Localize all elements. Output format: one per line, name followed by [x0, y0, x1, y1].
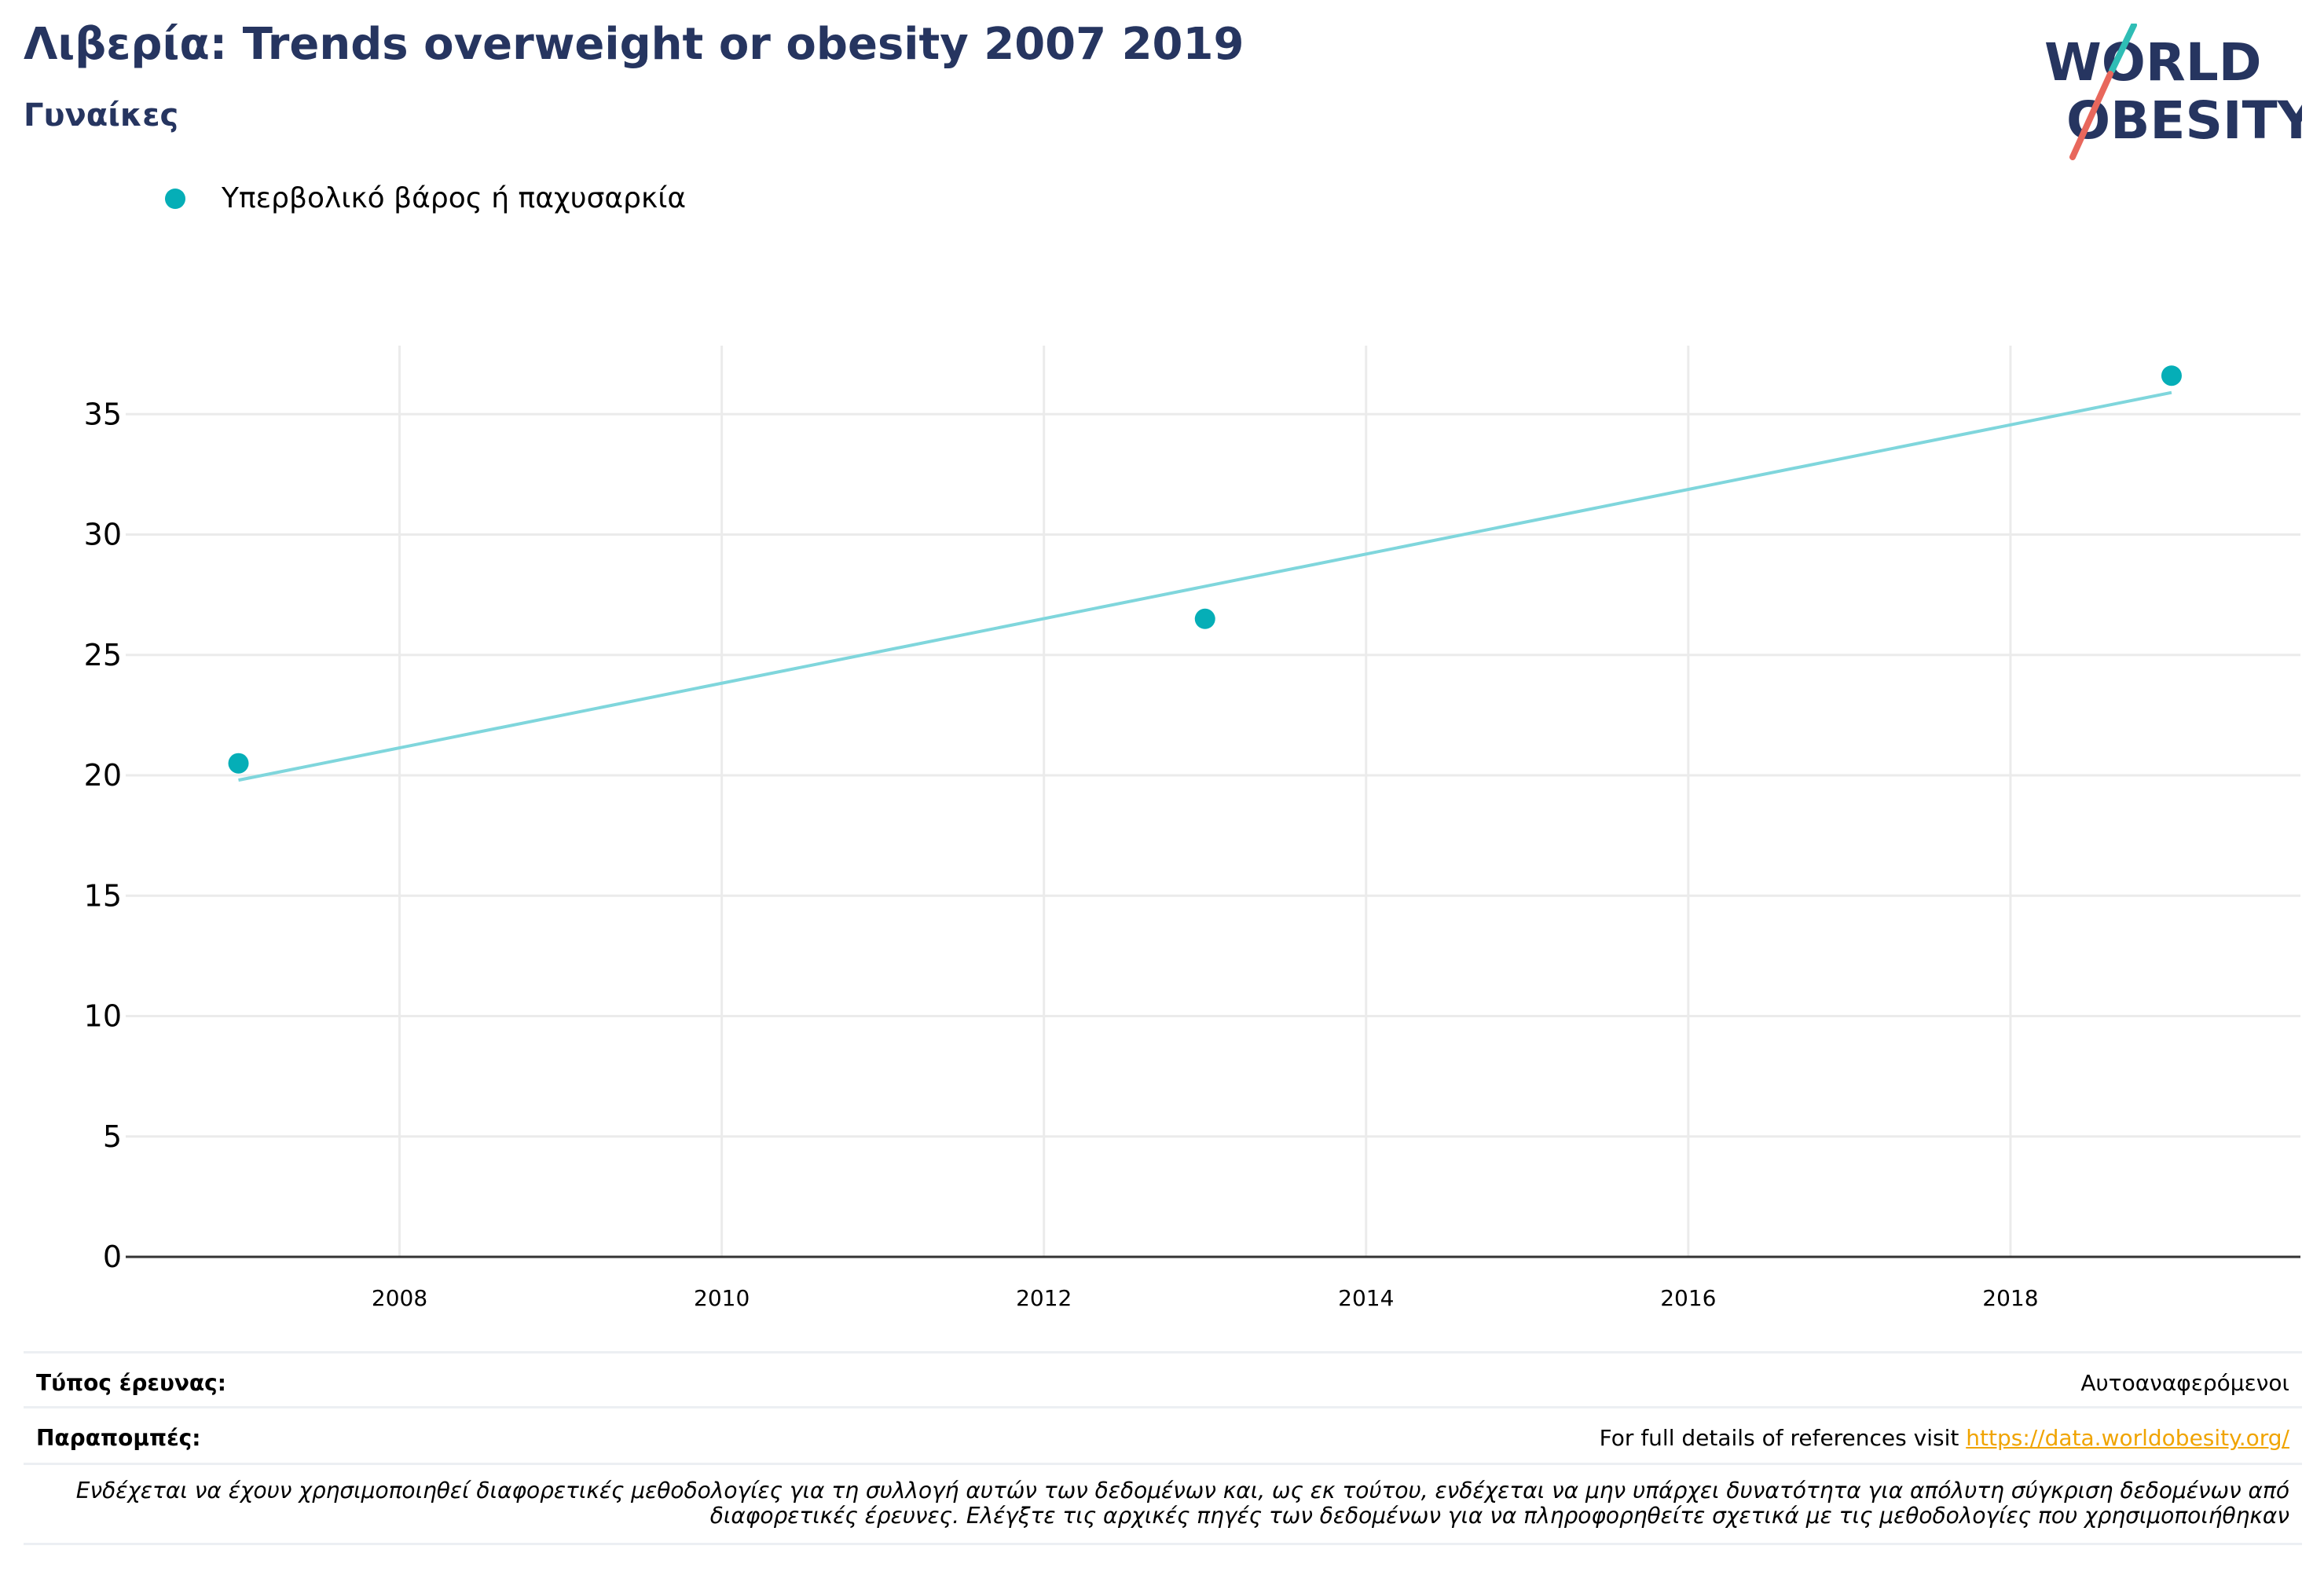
y-tick-label: 35 [84, 397, 122, 431]
survey-type-value: Αυτοαναφερόμενοι [2080, 1370, 2289, 1396]
y-tick-label: 20 [84, 758, 122, 793]
y-tick-label: 10 [84, 999, 122, 1034]
chart-title: Λιβερία: Trends overweight or obesity 20… [24, 19, 1244, 70]
chart-subtitle: Γυναίκες [24, 97, 179, 134]
footer-divider [24, 1463, 2302, 1465]
references-value: For full details of references visit htt… [1600, 1425, 2289, 1451]
methodology-note: Ενδέχεται να έχουν χρησιμοποιηθεί διαφορ… [75, 1478, 2289, 1529]
y-tick-label: 25 [84, 638, 122, 672]
logo-word-world: WORLD [2044, 32, 2262, 93]
legend[interactable]: Υπερβολικό βάρος ή παχυσαρκία [165, 182, 686, 214]
survey-type-label: Τύπος έρευνας: [36, 1370, 226, 1396]
trendline [238, 390, 2172, 782]
trend-chart: 2008 2010 2012 2014 2016 2018 0 5 10 15 20 25 30 35 [84, 346, 2300, 1311]
x-tick-label: 2008 [372, 1285, 427, 1311]
data-point [228, 753, 249, 774]
logo-slash-bottom [2069, 71, 2113, 160]
references-label: Παραπομπές: [36, 1425, 201, 1451]
references-link[interactable]: https://data.worldobesity.org/ [1966, 1425, 2289, 1451]
y-tick-label: 0 [103, 1240, 122, 1274]
x-tick-label: 2016 [1660, 1285, 1716, 1311]
footer-divider [24, 1543, 2302, 1545]
legend-marker [165, 188, 185, 209]
logo-slash-top [2109, 24, 2137, 74]
footer-divider [24, 1351, 2302, 1353]
x-tick-label: 2018 [1982, 1285, 2038, 1311]
references-text: For full details of references visit [1599, 1425, 1967, 1451]
footer-divider [24, 1406, 2302, 1408]
y-tick-label: 15 [84, 878, 122, 913]
y-tick-label: 5 [103, 1119, 122, 1154]
y-tick-label: 30 [84, 518, 122, 552]
legend-label: Υπερβολικό βάρος ή παχυσαρκία [222, 182, 687, 214]
world-obesity-logo: WORLD OBESITY [2044, 24, 2302, 160]
x-tick-label: 2014 [1338, 1285, 1394, 1311]
logo-word-obesity: OBESITY [2066, 90, 2302, 151]
x-tick-label: 2010 [694, 1285, 750, 1311]
data-point [1194, 608, 1215, 629]
data-point [2161, 365, 2182, 386]
x-tick-label: 2012 [1016, 1285, 1072, 1311]
